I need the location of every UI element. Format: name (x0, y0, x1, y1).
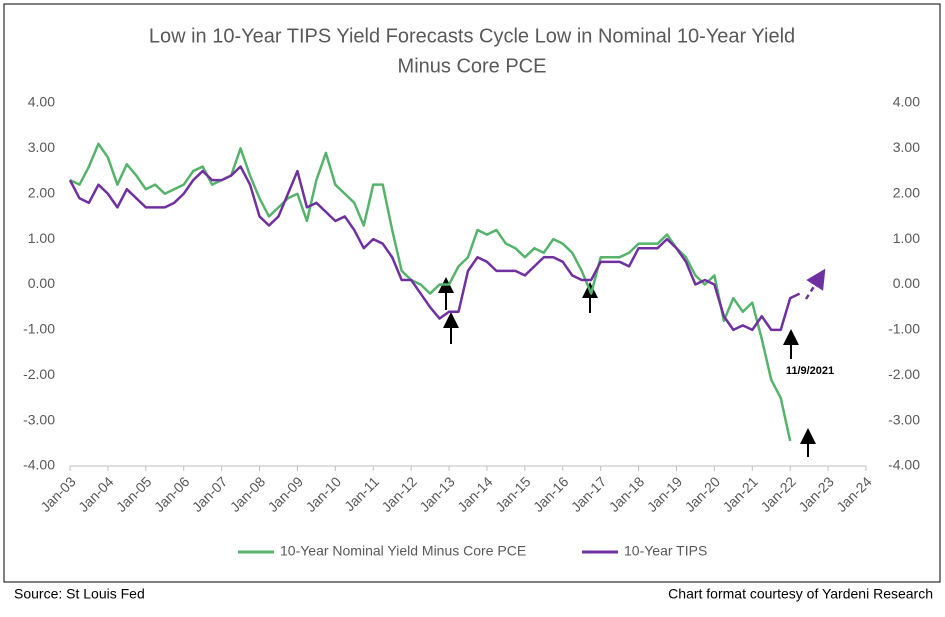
source: Source: St Louis Fed (14, 586, 145, 602)
y2-tick-label: -1.00 (888, 321, 920, 337)
x-tick-label: Jan-18 (606, 473, 648, 515)
x-tick-label: Jan-13 (416, 473, 458, 515)
x-tick-label: Jan-22 (757, 473, 799, 515)
y-tick-label: 4.00 (28, 94, 55, 110)
annotation: 11/9/2021 (786, 365, 834, 377)
y-tick-label: -3.00 (23, 411, 55, 427)
x-tick-label: Jan-03 (37, 473, 79, 515)
legend-label: 10-Year Nominal Yield Minus Core PCE (280, 543, 526, 559)
x-tick-label: Jan-14 (454, 473, 496, 515)
x-tick-label: Jan-05 (113, 473, 155, 515)
x-tick-label: Jan-20 (682, 473, 724, 515)
x-tick-label: Jan-11 (341, 473, 382, 514)
x-tick-label: Jan-07 (189, 473, 231, 515)
x-tick-label: Jan-16 (530, 473, 572, 515)
series-line (68, 165, 801, 332)
y2-tick-label: 2.00 (893, 184, 920, 200)
x-tick-label: Jan-15 (492, 473, 534, 515)
y-tick-label: 1.00 (28, 230, 55, 246)
y2-tick-label: 0.00 (893, 275, 920, 291)
y-tick-label: -2.00 (23, 366, 55, 382)
x-tick-label: Jan-06 (151, 473, 193, 515)
credit: Chart format courtesy of Yardeni Researc… (668, 586, 933, 602)
x-tick-label: Jan-12 (378, 473, 420, 515)
y-tick-label: -4.00 (23, 457, 55, 473)
y2-tick-label: -4.00 (888, 457, 920, 473)
x-tick-label: Jan-10 (302, 473, 344, 515)
y-tick-label: -1.00 (23, 321, 55, 337)
y-tick-label: 0.00 (28, 275, 55, 291)
x-tick-label: Jan-08 (227, 473, 269, 515)
x-tick-label: Jan-19 (644, 473, 686, 515)
x-tick-label: Jan-21 (719, 473, 761, 515)
series-line (69, 142, 792, 442)
chart-border (3, 3, 941, 583)
y-tick-label: 2.00 (28, 184, 55, 200)
projection-arrow (804, 268, 826, 300)
y-tick-label: 3.00 (28, 139, 55, 155)
legend-label: 10-Year TIPS (624, 543, 707, 559)
y2-tick-label: -2.00 (888, 366, 920, 382)
y2-tick-label: 4.00 (893, 94, 920, 110)
y2-tick-label: -3.00 (888, 411, 920, 427)
x-tick-label: Jan-09 (265, 473, 307, 515)
x-tick-label: Jan-23 (795, 473, 837, 515)
x-tick-label: Jan-24 (833, 473, 875, 515)
y2-tick-label: 3.00 (893, 139, 920, 155)
x-tick-label: Jan-04 (75, 473, 117, 515)
x-tick-label: Jan-17 (568, 473, 610, 515)
chart-title: Low in 10-Year TIPS Yield Forecasts Cycl… (149, 25, 795, 47)
y2-tick-label: 1.00 (893, 230, 920, 246)
chart-subtitle: Minus Core PCE (398, 55, 547, 77)
